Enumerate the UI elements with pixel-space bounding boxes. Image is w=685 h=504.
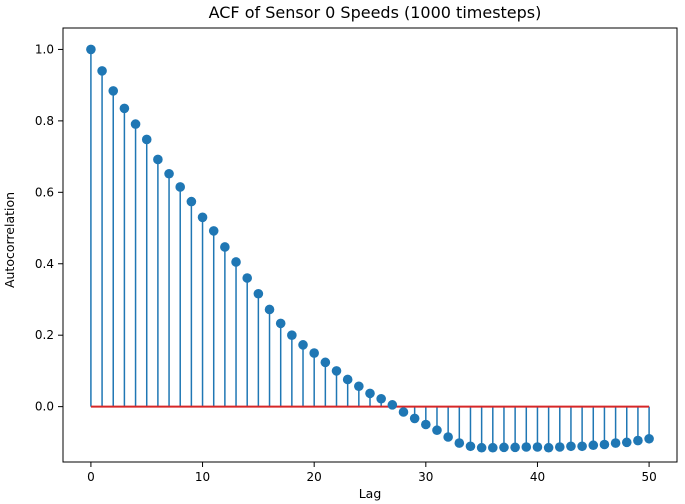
stem-marker (331, 366, 342, 376)
stem-marker (242, 273, 252, 283)
x-tick-label: 40 (530, 470, 545, 484)
stem-marker (476, 442, 487, 453)
stem-marker (510, 442, 520, 453)
x-tick-label: 20 (307, 470, 322, 484)
y-tick-label: 0.6 (35, 185, 54, 199)
chart-title: ACF of Sensor 0 Speeds (1000 timesteps) (209, 3, 542, 22)
stem-marker (197, 212, 208, 223)
y-tick-label: 0.8 (35, 114, 54, 128)
stem-marker (164, 168, 174, 179)
x-tick-label: 10 (195, 470, 210, 484)
stem-marker (554, 442, 565, 452)
y-axis-ticks: 0.0 0.2 0.4 0.6 0.8 1.0 (35, 42, 63, 414)
stem-marker (432, 425, 442, 436)
y-tick-label: 0.0 (35, 400, 54, 414)
stem-lines (90, 49, 650, 448)
stem-marker (521, 442, 532, 452)
stem-marker (220, 242, 230, 252)
plot-area (86, 44, 654, 453)
stem-marker (365, 388, 375, 399)
stem-marker (588, 440, 599, 451)
stem-marker (577, 441, 587, 452)
stem-marker (443, 432, 453, 442)
stem-marker (421, 419, 431, 430)
stem-marker (275, 318, 286, 329)
stem-marker (141, 134, 152, 145)
stem-marker (354, 381, 364, 392)
x-axis-label: Lag (359, 486, 382, 501)
stem-marker (465, 441, 476, 452)
y-tick-label: 1.0 (35, 42, 54, 56)
stem-marker (320, 357, 331, 368)
stem-marker (532, 442, 543, 452)
stem-marker (499, 442, 509, 453)
stem-marker (97, 66, 107, 76)
y-axis-label: Autocorrelation (2, 192, 17, 288)
stem-marker (376, 393, 386, 404)
stem-marker (543, 442, 554, 453)
stem-marker (409, 413, 420, 424)
y-tick-label: 0.4 (35, 257, 54, 271)
stem-marker (387, 400, 398, 410)
stem-marker (175, 182, 186, 192)
stem-marker (253, 288, 264, 299)
stem-marker (566, 441, 576, 452)
x-tick-label: 30 (418, 470, 433, 484)
stem-marker (342, 374, 353, 385)
stem-marker (621, 437, 632, 448)
stem-marker (208, 226, 219, 236)
stem-marker (231, 257, 241, 267)
stem-marker (86, 44, 96, 55)
stem-marker (186, 196, 197, 207)
stem-marker (119, 103, 130, 114)
stem-marker (454, 438, 465, 448)
stem-marker (287, 330, 297, 340)
stem-marker (309, 348, 319, 358)
stem-marker (644, 433, 654, 444)
stem-marker (599, 439, 610, 450)
stem-marker (264, 304, 275, 315)
y-tick-label: 0.2 (35, 328, 54, 342)
stem-markers (86, 44, 654, 453)
x-axis-ticks: 0 10 20 30 40 50 (87, 462, 657, 484)
stem-marker (610, 438, 621, 448)
x-tick-label: 50 (641, 470, 656, 484)
x-tick-label: 0 (87, 470, 95, 484)
stem-marker (633, 435, 643, 446)
stem-marker (130, 119, 141, 129)
stem-marker (488, 442, 498, 453)
stem-marker (153, 154, 163, 165)
stem-marker (298, 340, 308, 350)
stem-marker (108, 86, 119, 96)
stem-marker (398, 407, 409, 417)
axes-frame (62, 27, 678, 463)
